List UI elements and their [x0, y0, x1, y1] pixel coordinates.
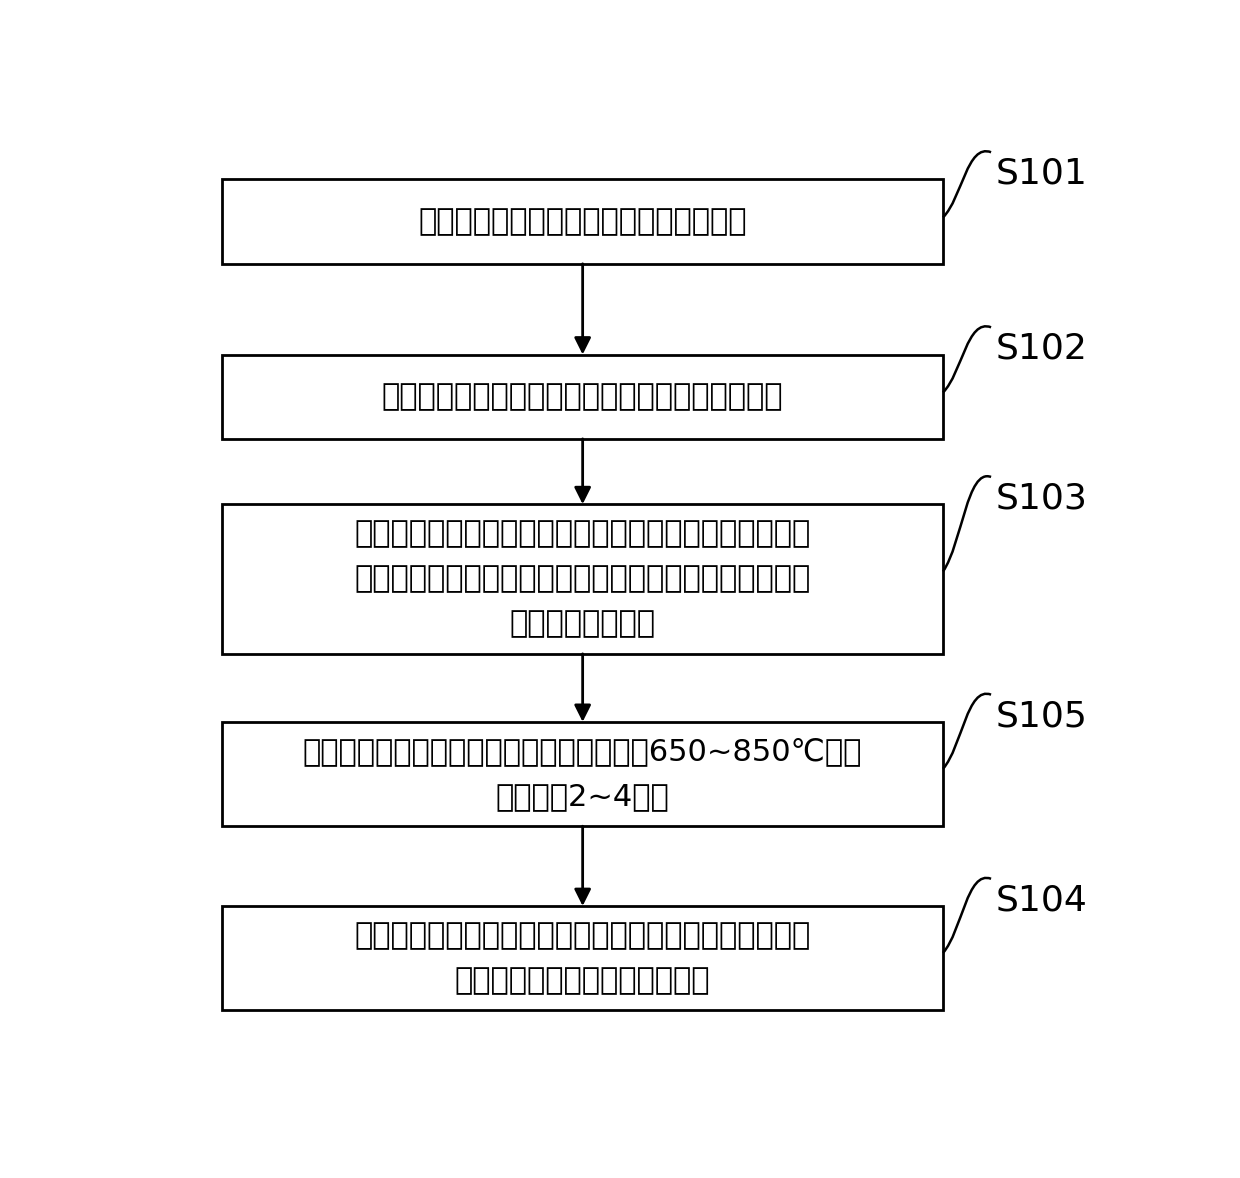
- Text: S104: S104: [996, 884, 1087, 918]
- Text: 将预定比例的不同平均粒度的碳化硅颗粒混合均匀: 将预定比例的不同平均粒度的碳化硅颗粒混合均匀: [382, 382, 784, 411]
- Text: S105: S105: [996, 700, 1087, 733]
- Text: S102: S102: [996, 332, 1087, 366]
- Bar: [222, 355, 942, 439]
- Bar: [222, 504, 942, 654]
- Text: 通过真空液相浸渗方法，使含铝的熔化液和碳化硅增强预
制件制成碳化硅铝基复合结构件: 通过真空液相浸渗方法，使含铝的熔化液和碳化硅增强预 制件制成碳化硅铝基复合结构件: [355, 921, 811, 995]
- Text: S101: S101: [996, 157, 1087, 191]
- Text: 提供至少两种不同平均粒度的碳化硅颗粒: 提供至少两种不同平均粒度的碳化硅颗粒: [418, 207, 746, 236]
- Bar: [222, 722, 942, 826]
- Text: 对碳化硅增强预制件进行烧结，烧结温度为650~850℃，烧
结时间为2~4小时: 对碳化硅增强预制件进行烧结，烧结温度为650~850℃，烧 结时间为2~4小时: [303, 737, 862, 812]
- Bar: [222, 906, 942, 1011]
- Bar: [222, 179, 942, 264]
- Text: 向混合均匀后的碳化硅颗粒中添加瘠性原料所用的粘接剂
进行混捏、造粒，并通过冷等静压技术进行成型，以制成
碳化硅增强预制件: 向混合均匀后的碳化硅颗粒中添加瘠性原料所用的粘接剂 进行混捏、造粒，并通过冷等静…: [355, 519, 811, 638]
- Text: S103: S103: [996, 482, 1087, 516]
